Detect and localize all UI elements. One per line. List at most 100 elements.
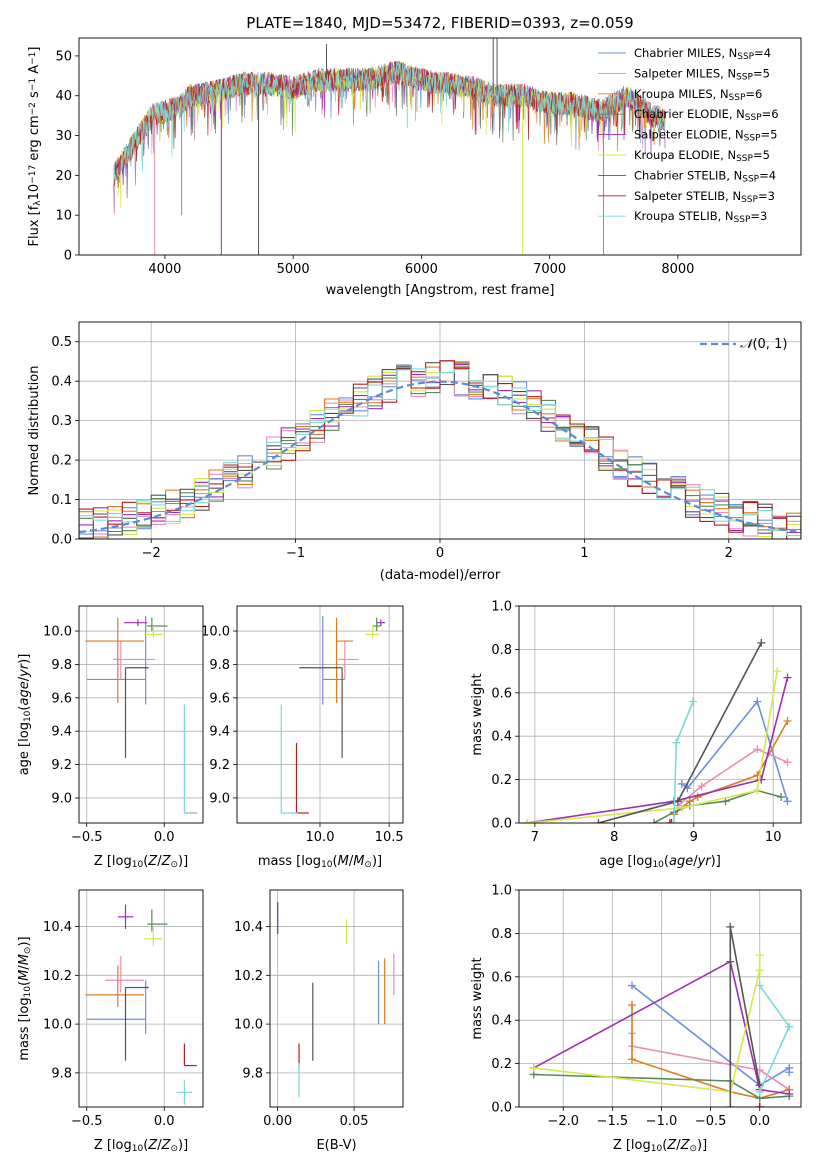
x-axis-label: Z [log10(Z/Z⊙)] [94, 854, 188, 870]
weight-marker [627, 981, 636, 990]
y-tick-label: 9.8 [51, 1066, 72, 1081]
y-axis-label: Normed distribution [27, 366, 42, 496]
y-tick-label: 40 [55, 89, 72, 104]
legend-entry: Salpeter STELIB, NSSP=3 [634, 189, 775, 205]
errorbar-point [113, 641, 155, 680]
y-axis-label: age [log10(age/yr)] [17, 654, 33, 776]
x-axis-label: Z [log10(Z/Z⊙)] [94, 1138, 188, 1154]
x-tick-label: 2 [725, 546, 733, 561]
y-tick-label: 10.0 [43, 1018, 72, 1033]
weight-marker [785, 1068, 794, 1077]
x-tick-label: 10.0 [306, 830, 335, 845]
legend-entry: 𝒩(0, 1) [740, 337, 787, 352]
y-tick-label: 0.4 [491, 1014, 512, 1029]
x-tick-label: −2 [142, 546, 161, 561]
legend-entry: Kroupa MILES, NSSP=6 [634, 87, 762, 103]
errorbar-point [124, 986, 149, 1061]
x-tick-label: −1.0 [646, 1114, 678, 1129]
weight-marker [777, 792, 786, 801]
spectrum-lines [113, 38, 666, 255]
x-tick-label: 7 [531, 830, 539, 845]
histogram-series-8 [79, 368, 801, 539]
x-axis-label: mass [log10(M/M⊙)] [258, 854, 382, 870]
y-tick-label: 9.6 [209, 691, 230, 706]
y-tick-label: 9.4 [51, 725, 72, 740]
x-tick-label: −0.5 [695, 1114, 727, 1129]
axes-frame [78, 605, 204, 824]
errorbars [280, 616, 386, 814]
errorbar-point [176, 1080, 193, 1105]
legend-entry: Chabrier ELODIE, NSSP=6 [634, 107, 779, 123]
errorbar-point [183, 1043, 197, 1067]
weight-marker [672, 738, 681, 747]
y-axis-label: mass weight [470, 957, 485, 1039]
x-tick-label: −1 [286, 546, 305, 561]
errorbar-point [124, 667, 149, 758]
y-tick-label: 0.2 [51, 454, 72, 469]
weight-series-3 [653, 789, 782, 823]
weight-marker [753, 745, 762, 754]
errorbar-point [85, 617, 145, 703]
y-tick-label: 10.4 [43, 920, 72, 935]
x-tick-label: 0.0 [154, 830, 175, 845]
errorbar-point [105, 955, 145, 993]
weight-marker [529, 1063, 538, 1072]
axes-frame [269, 889, 404, 1108]
weight-series-4 [526, 677, 789, 823]
y-tick-label: 0.4 [51, 375, 72, 390]
weight-vs-Z-panel: −2.0 −1.5 −1.0 −0.5 0.0 0.0 0.2 0.4 0.6 0.8 1.0 Z [… [470, 884, 802, 1154]
x-tick-label: 0.0 [154, 1114, 175, 1129]
y-tick-label: 9.0 [51, 791, 72, 806]
weight-marker [697, 782, 706, 791]
y-axis-label: mass weight [470, 673, 485, 755]
x-tick-label: 5000 [277, 262, 310, 277]
weight-marker [627, 1055, 636, 1064]
y-tick-label: 0.6 [491, 970, 512, 985]
y-tick-label: 9.8 [51, 658, 72, 673]
errorbars [85, 904, 197, 1105]
residual-panel: −2 −1 0 1 2 0.0 0.1 0.2 0.3 0.4 0.5 𝒩(0, 1) (data-mo… [27, 321, 802, 583]
weight-marker [726, 1103, 735, 1107]
errorbar-point [295, 742, 309, 814]
errorbar-point [147, 909, 168, 932]
axes-frame [78, 37, 802, 256]
x-axis-label: age [log10(age/yr)] [599, 854, 721, 870]
weight-marker [669, 819, 678, 823]
y-tick-label: 10.0 [201, 625, 230, 640]
weight-marker [688, 697, 697, 706]
axes-frame [78, 889, 204, 1108]
y-tick-label: 9.4 [209, 725, 230, 740]
x-tick-label: −1.5 [597, 1114, 629, 1129]
x-tick-label: 9 [690, 830, 698, 845]
x-tick-label: −0.5 [71, 830, 103, 845]
x-axis-label: wavelength [Angstrom, rest frame] [326, 283, 555, 298]
x-tick-label: 8000 [661, 262, 694, 277]
weight-marker [693, 792, 702, 801]
y-tick-label: 0 [64, 249, 72, 264]
weight-marker [677, 803, 686, 812]
x-axis-label: (data-model)/error [380, 568, 501, 583]
errorbar-point [299, 667, 343, 758]
weight-marker [755, 951, 764, 960]
weight-marker [522, 819, 531, 823]
weight-marker [755, 981, 764, 990]
legend-entry: Salpeter ELODIE, NSSP=5 [634, 128, 777, 144]
weight-marker [783, 758, 792, 767]
y-tick-label: 0.1 [51, 493, 72, 508]
y-tick-label: 10.2 [43, 969, 72, 984]
y-tick-label: 9.2 [51, 758, 72, 773]
errorbar-point [86, 616, 147, 705]
errorbar-point [183, 704, 197, 814]
weight-marker [665, 819, 674, 823]
legend-entry: Chabrier STELIB, NSSP=4 [634, 168, 776, 184]
weight-marker [726, 922, 735, 931]
x-axis-label: E(B-V) [316, 1138, 356, 1153]
errorbar-point [280, 704, 298, 814]
weight-marker [783, 673, 792, 682]
weight-marker [667, 819, 676, 823]
weight-marker [785, 1022, 794, 1031]
errorbar-point [337, 641, 359, 680]
age-vs-Z-panel: −0.5 0.0 9.0 9.2 9.4 9.6 9.8 10.0 Z [log10(Z/Z⊙)… [17, 605, 204, 870]
x-tick-label: −0.5 [71, 1114, 103, 1129]
weight-marker [753, 786, 762, 795]
